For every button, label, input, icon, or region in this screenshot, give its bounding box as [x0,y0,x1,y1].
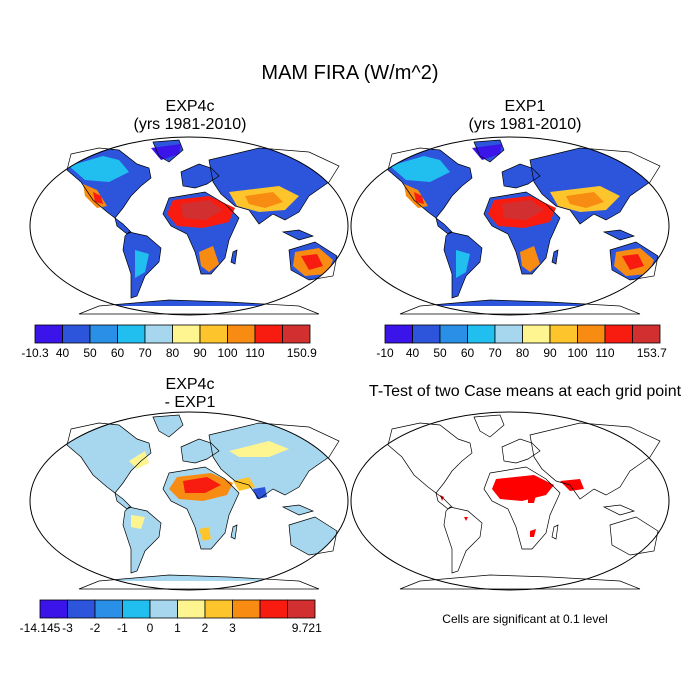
colorbar-labels: -10 40 50 60 70 80 90 100 110 153.7 [376,346,667,360]
colorbar-box [549,324,578,344]
colorbar-tick-label: 110 [245,346,264,360]
colorbar-box [172,324,201,344]
colorbar-tick-label: -14.145 [20,621,61,635]
map-diff [29,411,349,591]
colorbar-tick-label: 50 [433,346,447,360]
panel-title-line1: EXP4c [165,98,215,115]
figure-title: MAM FIRA (W/m^2) [261,62,439,84]
colorbar-box [227,324,256,344]
colorbar-box [439,324,468,344]
colorbar-tick-label: 90 [543,346,557,360]
colorbar-labels: -10.3 40 50 60 70 80 90 100 110 150.9 [21,346,317,360]
colorbar-tick-label: 40 [56,346,70,360]
colorbar-box [259,599,288,619]
colorbar-tick-label: 9.721 [292,621,322,635]
map-border [29,411,349,591]
colorbar-box [632,324,661,344]
significant-region [528,495,536,503]
colorbar-boxes [34,324,311,344]
colorbar-labels: -14.145 -3 -2 -1 0 1 2 3 9.721 [20,621,322,635]
colorbar-box [67,599,96,619]
significant-region [464,517,468,521]
colorbar-tick-label: 1 [174,621,181,635]
significant-region [560,479,584,491]
panel-title-diff: EXP4c - EXP1 [30,376,350,412]
colorbar-tick-label: -10 [376,346,394,360]
map-border [350,411,670,591]
colorbar-box [282,324,311,344]
colorbar-box [144,324,173,344]
map-ttest [350,411,670,591]
panel-title-line2: (yrs 1981-2010) [133,116,247,133]
colorbar-tick-label: 80 [166,346,180,360]
colorbar-box [94,599,123,619]
colorbar-box [287,599,316,619]
panel-title-exp4c: EXP4c (yrs 1981-2010) [30,98,350,134]
colorbar-tick-label: 90 [193,346,207,360]
colorbar-box [232,599,261,619]
significance-note: Cells are significant at 0.1 level [442,612,608,626]
colorbar-tick-label: 70 [138,346,152,360]
colorbar-tick-label: 150.9 [287,346,317,360]
colorbar-box [604,324,633,344]
colorbar-exp4c: -10.3 40 50 60 70 80 90 100 110 150.9 [21,324,317,360]
colorbar-tick-label: 100 [217,346,237,360]
colorbar-box [117,324,146,344]
significant-region [492,475,554,501]
panel-title-line2: - EXP1 [164,394,216,411]
colorbar-tick-label: 40 [406,346,420,360]
colorbar-box [384,324,413,344]
colorbar-box [204,599,233,619]
colorbar-tick-label: 80 [516,346,530,360]
colorbar-box [39,599,68,619]
colorbar-box [177,599,206,619]
colorbar-tick-label: 60 [461,346,475,360]
colorbar-tick-label: -10.3 [21,346,49,360]
colorbar-box [494,324,523,344]
colorbar-tick-label: 60 [111,346,125,360]
colorbar-tick-label: -1 [117,621,128,635]
panel-title-line1: EXP1 [504,98,546,115]
colorbar-tick-label: 153.7 [637,346,667,360]
colorbar-exp1: -10 40 50 60 70 80 90 100 110 153.7 [376,324,667,360]
colorbar-box [89,324,118,344]
colorbar-box [254,324,283,344]
map-exp4c [29,136,349,316]
colorbar-diff: -14.145 -3 -2 -1 0 1 2 3 9.721 [20,599,322,635]
colorbar-tick-label: -3 [62,621,73,635]
colorbar-box [467,324,496,344]
panel-title-ttest: T-Test of two Case means at each grid po… [355,383,695,401]
colorbar-tick-label: -2 [90,621,101,635]
colorbar-box [34,324,63,344]
panel-title-line2: (yrs 1981-2010) [468,116,582,133]
colorbar-tick-label: 3 [229,621,236,635]
map-field [351,412,669,590]
colorbar-box [149,599,178,619]
colorbar-box [199,324,228,344]
panel-title-line1: EXP4c [165,376,215,393]
colorbar-boxes [39,599,316,619]
colorbar-boxes [384,324,661,344]
map-border [29,136,349,316]
colorbar-tick-label: 2 [202,621,209,635]
colorbar-box [412,324,441,344]
map-border [350,136,670,316]
panel-title-exp1: EXP1 (yrs 1981-2010) [365,98,685,134]
colorbar-box [577,324,606,344]
colorbar-box [122,599,151,619]
map-field [30,137,348,315]
colorbar-box [522,324,551,344]
significant-region [530,529,536,537]
colorbar-tick-label: 110 [595,346,614,360]
colorbar-tick-label: 100 [567,346,587,360]
colorbar-tick-label: 0 [147,621,154,635]
colorbar-box [62,324,91,344]
map-exp1 [350,136,670,316]
colorbar-tick-label: 50 [83,346,97,360]
colorbar-tick-label: 70 [488,346,502,360]
map-field [30,412,348,590]
panel-title-line1: T-Test of two Case means at each grid po… [368,383,682,400]
map-field [351,137,669,315]
